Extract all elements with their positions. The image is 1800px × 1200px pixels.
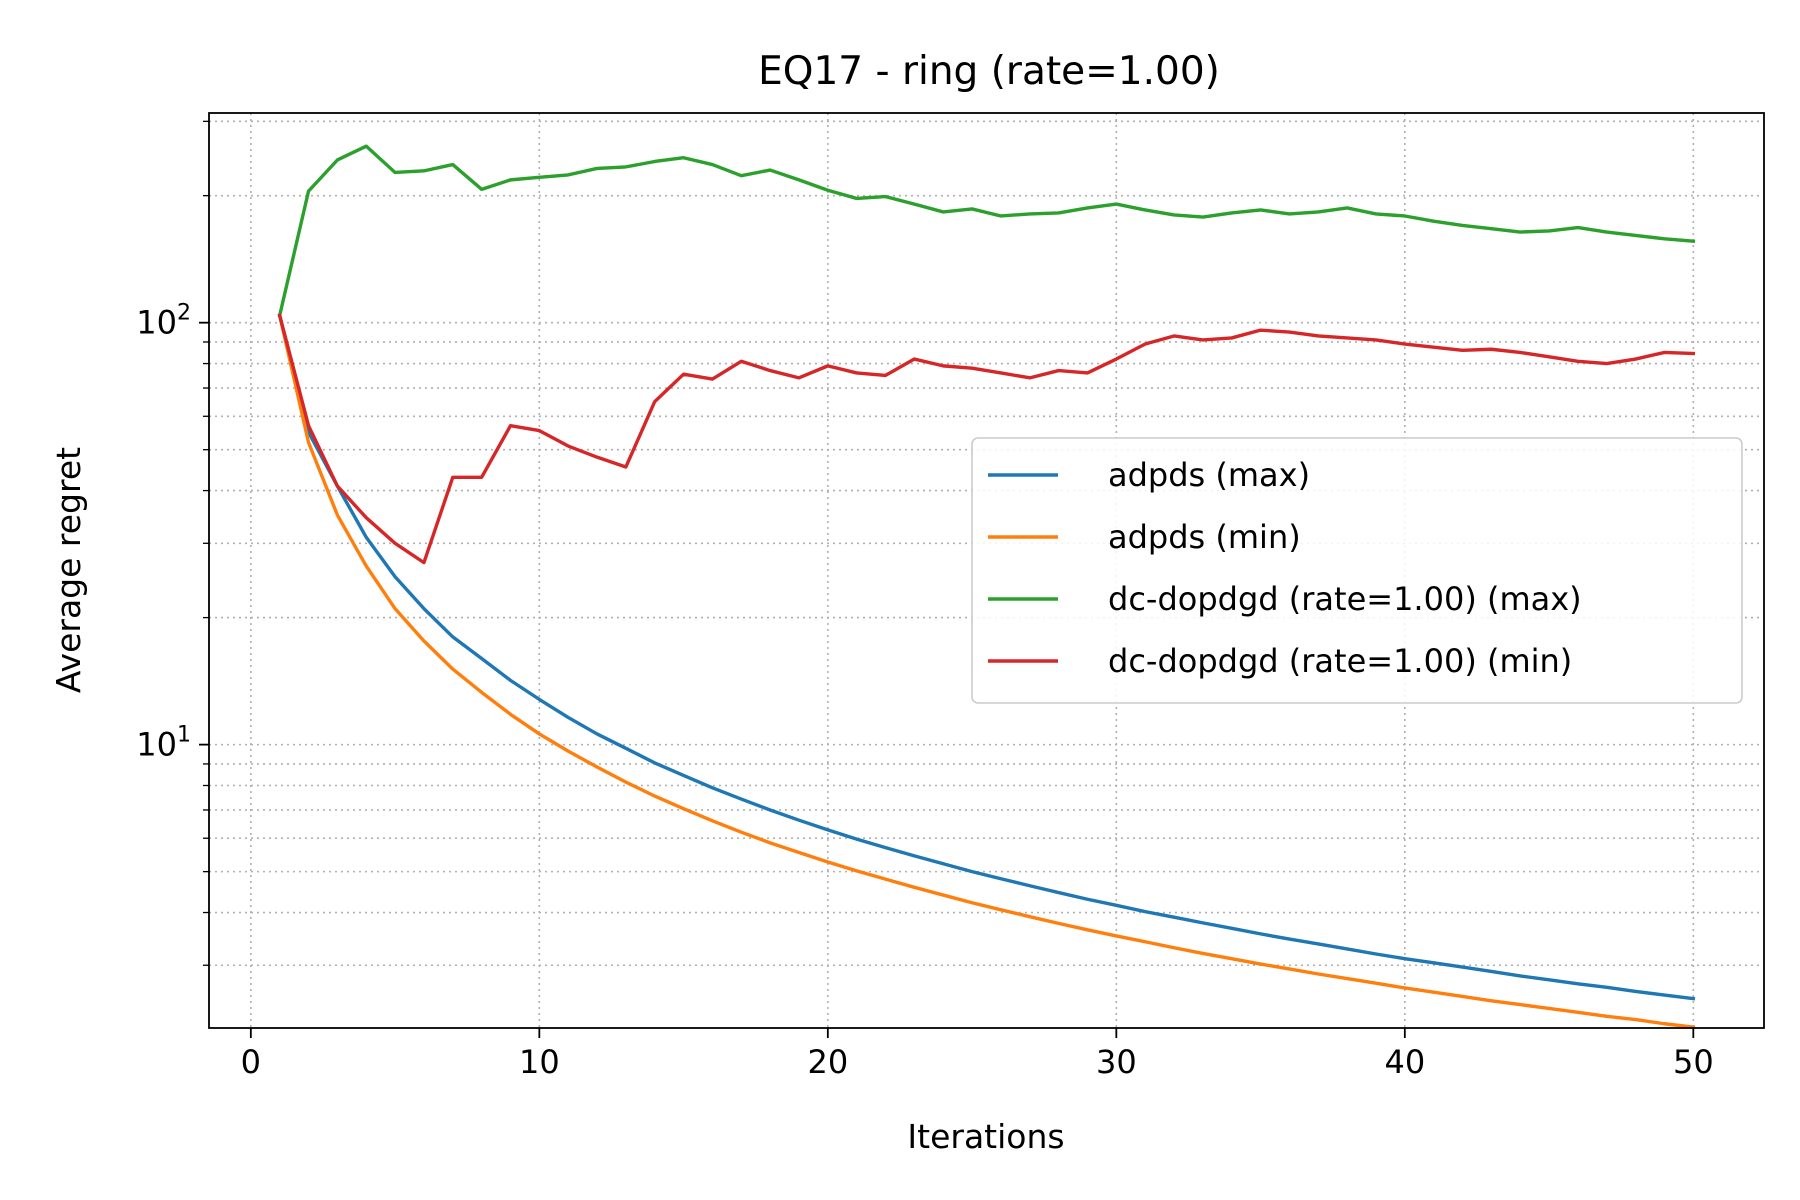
legend-box [971,437,1743,704]
y-axis-label: Average regret [49,447,88,693]
legend-entry-label: adpds (min) [1108,518,1301,556]
plot-frame [208,112,1765,1029]
legend: adpds (max) adpds (min) dc-dopdgd (rate=1.… [971,437,1743,704]
x-tick-label: 30 [1096,1043,1137,1081]
x-tick-label: 40 [1384,1043,1425,1081]
x-tick-label: 10 [519,1043,560,1081]
legend-entry-label: adpds (max) [1108,456,1310,494]
y-tick-label: 101 [136,723,191,764]
x-axis-label: Iterations [907,1117,1064,1156]
series-line-dc-dopdgd-rate-1-00-min [277,313,1696,565]
series-layer [277,144,1696,1030]
series-line-adpds-min [277,313,1696,1030]
legend-entry-label: dc-dopdgd (rate=1.00) (min) [1108,642,1572,680]
x-tick-label: 50 [1673,1043,1714,1081]
series-line-adpds-max [277,313,1696,1001]
tick-layer: 0 10 20 30 40 50 101 102 [136,120,1714,1081]
y-tick-label: 102 [136,301,191,342]
x-tick-label: 0 [241,1043,261,1081]
x-tick-label: 20 [807,1043,848,1081]
series-line-dc-dopdgd-rate-1-00-max [277,144,1696,318]
legend-entry-label: dc-dopdgd (rate=1.00) (max) [1108,580,1582,618]
chart-title: EQ17 - ring (rate=1.00) [758,49,1220,94]
